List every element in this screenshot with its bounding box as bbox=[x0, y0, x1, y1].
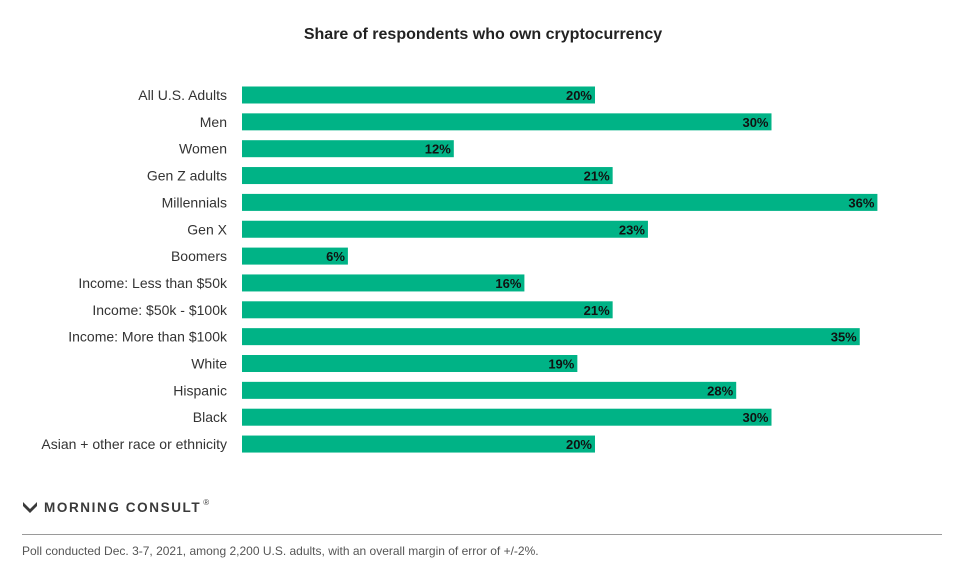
bar-value-label: 21% bbox=[584, 303, 610, 318]
morning-consult-logo-icon bbox=[23, 502, 37, 513]
bar-value-label: 12% bbox=[425, 142, 451, 157]
bar bbox=[242, 355, 578, 372]
bar-value-label: 30% bbox=[742, 115, 768, 130]
bar-value-label: 19% bbox=[548, 357, 574, 372]
bar bbox=[242, 167, 613, 185]
category-label: Income: Less than $50k bbox=[78, 275, 228, 291]
category-label: Income: $50k - $100k bbox=[92, 302, 228, 318]
bar-value-label: 30% bbox=[742, 410, 768, 425]
category-label: Hispanic bbox=[173, 382, 227, 398]
bar bbox=[242, 381, 737, 399]
bar-value-label: 28% bbox=[707, 383, 733, 398]
category-label: Asian + other race or ethnicity bbox=[41, 436, 227, 452]
brand-name: MORNING CONSULT bbox=[44, 499, 202, 515]
bar bbox=[242, 435, 595, 453]
bar bbox=[242, 274, 525, 292]
bar-chart: All U.S. Adults 20% Men 30% Women 12% Gen Z ad… bbox=[41, 86, 878, 453]
category-label: All U.S. Adults bbox=[138, 87, 227, 103]
bar-value-label: 20% bbox=[566, 437, 592, 452]
bar bbox=[242, 301, 613, 319]
footer-divider bbox=[22, 534, 942, 535]
footnote: Poll conducted Dec. 3-7, 2021, among 2,2… bbox=[22, 544, 539, 558]
brand-logo: MORNING CONSULT ® bbox=[22, 497, 209, 517]
registered-mark: ® bbox=[203, 497, 210, 507]
bar-value-label: 6% bbox=[326, 249, 345, 264]
bar-value-label: 21% bbox=[584, 169, 610, 184]
category-label: Millennials bbox=[162, 194, 227, 210]
bar bbox=[242, 220, 648, 238]
category-label: Men bbox=[200, 114, 227, 130]
bar-value-label: 35% bbox=[831, 330, 857, 345]
chart-title: Share of respondents who own cryptocurre… bbox=[303, 26, 663, 43]
bar-value-label: 16% bbox=[495, 276, 521, 291]
bar-value-label: 23% bbox=[619, 222, 645, 237]
category-label: Income: More than $100k bbox=[68, 329, 228, 345]
bar bbox=[242, 113, 772, 131]
bar bbox=[242, 140, 454, 158]
category-label: Black bbox=[193, 409, 228, 425]
bar bbox=[242, 247, 348, 265]
category-label: Gen Z adults bbox=[147, 168, 227, 184]
bar bbox=[242, 193, 878, 211]
category-label: Boomers bbox=[171, 248, 227, 264]
bar-value-label: 36% bbox=[848, 195, 874, 210]
category-label: White bbox=[191, 356, 227, 372]
bar bbox=[242, 328, 860, 346]
bar-value-label: 20% bbox=[566, 88, 592, 103]
bar bbox=[242, 408, 772, 426]
category-label: Gen X bbox=[187, 221, 227, 237]
category-label: Women bbox=[179, 141, 227, 157]
bar bbox=[242, 86, 595, 104]
